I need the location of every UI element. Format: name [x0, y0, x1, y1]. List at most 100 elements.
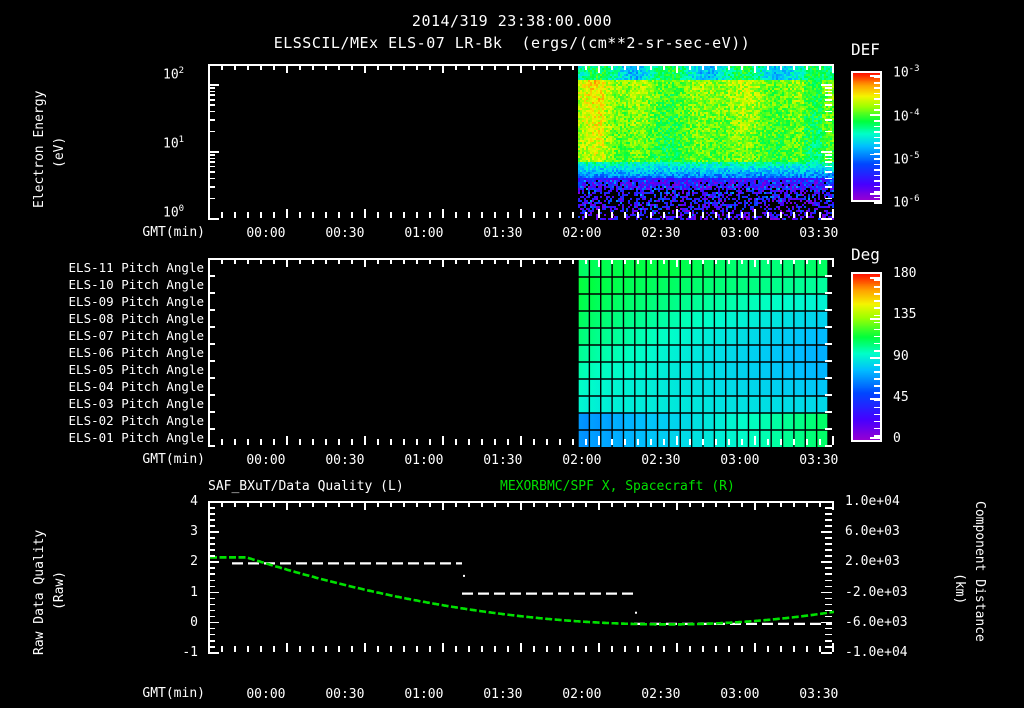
- xtick-0030-panel2: 00:30: [325, 453, 365, 468]
- tick-mark: [874, 286, 882, 288]
- tick-mark: [208, 309, 215, 311]
- tick-mark: [874, 413, 882, 416]
- panel3-ytick-right-5: -1.0e+04: [845, 645, 908, 660]
- panel3-ytick-right-0: 1.0e+04: [845, 494, 900, 509]
- tick-mark: [821, 621, 832, 624]
- tick-mark: [832, 436, 834, 445]
- tick-mark: [533, 439, 535, 445]
- tick-mark: [260, 64, 262, 70]
- tick-mark: [364, 258, 366, 267]
- tick-mark: [825, 275, 832, 277]
- tick-mark: [874, 191, 882, 193]
- tick-mark: [821, 84, 832, 86]
- tick-mark: [825, 555, 832, 557]
- tick-mark: [825, 525, 832, 527]
- tick-mark: [325, 64, 327, 70]
- panel1-ytick-10: 101: [163, 135, 185, 152]
- tick-mark: [825, 377, 832, 379]
- tick-mark: [208, 64, 210, 73]
- tick-mark: [806, 212, 808, 218]
- tick-mark: [559, 501, 561, 507]
- tick-mark: [299, 501, 301, 507]
- tick-mark: [533, 646, 535, 652]
- tick-mark: [585, 501, 587, 507]
- panel3-ytick-left-3: 3: [190, 524, 198, 540]
- tick-mark: [208, 119, 215, 121]
- tick-mark: [624, 258, 626, 264]
- tick-mark: [825, 411, 832, 413]
- tick-mark: [572, 64, 574, 70]
- tick-mark: [455, 258, 457, 264]
- tick-mark: [793, 212, 795, 218]
- tick-mark: [208, 445, 215, 447]
- tick-mark: [870, 277, 882, 279]
- tick-mark: [585, 64, 587, 70]
- tick-mark: [559, 212, 561, 218]
- tick-mark: [663, 64, 665, 70]
- tick-mark: [208, 579, 215, 582]
- tick-mark: [611, 439, 613, 445]
- panel1-ylabel-line2: (eV): [52, 136, 67, 168]
- tick-mark: [208, 501, 210, 510]
- tick-mark: [572, 258, 574, 264]
- tick-mark: [286, 643, 288, 652]
- pitch-angle-row-label-5: ELS-05 Pitch Angle: [68, 361, 204, 377]
- tick-mark: [598, 209, 600, 218]
- tick-mark: [870, 436, 882, 439]
- tick-mark: [825, 567, 832, 570]
- tick-mark: [825, 292, 832, 294]
- tick-mark: [273, 439, 275, 445]
- tick-mark: [559, 439, 561, 445]
- tick-mark: [364, 209, 366, 218]
- tick-mark: [825, 165, 832, 168]
- panel2-xaxis-label: GMT(min): [142, 452, 205, 467]
- tick-mark: [273, 646, 275, 652]
- tick-mark: [546, 212, 548, 218]
- tick-mark: [208, 377, 215, 379]
- tick-mark: [416, 439, 418, 445]
- tick-mark: [208, 597, 215, 600]
- pitch-angle-row-label-8: ELS-08 Pitch Angle: [68, 310, 204, 326]
- tick-mark: [780, 646, 782, 652]
- tick-mark: [273, 64, 275, 70]
- tick-mark: [208, 258, 215, 260]
- tick-mark: [299, 212, 301, 218]
- tick-mark: [403, 439, 405, 445]
- tick-mark: [598, 64, 600, 73]
- pitch-angle-row-label-4: ELS-04 Pitch Angle: [68, 378, 204, 394]
- def-colorbar-tick-1e-3: 10-3: [893, 64, 920, 81]
- tick-mark: [741, 439, 743, 445]
- tick-mark: [874, 147, 882, 149]
- tick-mark: [874, 364, 882, 366]
- panel3-ytick-right-2: 2.0e+03: [845, 554, 900, 570]
- tick-mark: [821, 561, 832, 563]
- tick-mark: [481, 439, 483, 445]
- tick-mark: [825, 585, 832, 588]
- tick-mark: [208, 343, 215, 345]
- tick-mark: [825, 197, 832, 200]
- tick-mark: [351, 64, 353, 70]
- tick-mark: [825, 597, 832, 600]
- tick-mark: [234, 258, 236, 264]
- panel3-ytick-right-4: -6.0e+03: [845, 614, 908, 630]
- tick-mark: [247, 439, 249, 445]
- tick-mark: [247, 212, 249, 218]
- pitch-angle-row-label-10: ELS-10 Pitch Angle: [68, 276, 204, 292]
- deg-colorbar-tick-0: 0: [893, 431, 901, 446]
- tick-mark: [390, 212, 392, 218]
- tick-mark: [825, 513, 832, 515]
- tick-mark: [728, 501, 730, 507]
- tick-mark: [637, 258, 639, 264]
- tick-mark: [825, 428, 832, 430]
- tick-mark: [767, 212, 769, 218]
- xtick-0330-panel2: 03:30: [799, 453, 839, 468]
- tick-mark: [351, 439, 353, 445]
- tick-mark: [874, 328, 882, 331]
- tick-mark: [874, 307, 882, 309]
- tick-mark: [825, 573, 832, 576]
- tick-mark: [874, 125, 882, 128]
- tick-mark: [221, 646, 223, 652]
- tick-mark: [702, 64, 704, 70]
- tick-mark: [825, 639, 832, 642]
- tick-mark: [455, 439, 457, 445]
